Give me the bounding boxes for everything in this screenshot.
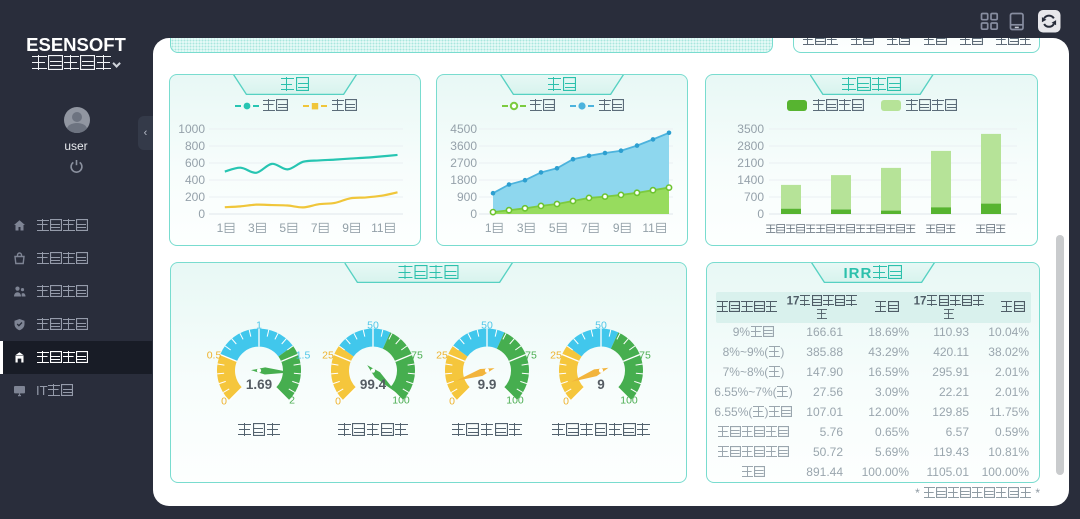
- svg-text:0: 0: [335, 395, 341, 407]
- svg-text:75: 75: [411, 349, 423, 361]
- svg-text:100: 100: [392, 394, 410, 406]
- svg-text:3500: 3500: [737, 122, 764, 136]
- svg-text:2700: 2700: [450, 156, 477, 170]
- svg-text:9: 9: [613, 221, 620, 235]
- svg-text:0: 0: [470, 207, 477, 221]
- svg-text:3600: 3600: [450, 139, 477, 153]
- svg-text:3: 3: [248, 221, 255, 235]
- svg-text:3: 3: [517, 221, 524, 235]
- svg-text:600: 600: [185, 156, 205, 170]
- svg-text:100: 100: [506, 394, 524, 406]
- svg-text:11: 11: [371, 221, 384, 235]
- svg-text:0: 0: [221, 395, 227, 407]
- svg-text:400: 400: [185, 173, 205, 187]
- svg-text:7: 7: [581, 221, 588, 235]
- svg-text:200: 200: [185, 190, 205, 204]
- svg-text:700: 700: [744, 190, 764, 204]
- svg-text:5: 5: [549, 221, 556, 235]
- svg-text:0: 0: [563, 395, 569, 407]
- svg-text:2800: 2800: [737, 139, 764, 153]
- svg-text:1800: 1800: [450, 173, 477, 187]
- svg-text:50: 50: [367, 319, 379, 331]
- svg-text:0: 0: [449, 395, 455, 407]
- svg-text:1000: 1000: [178, 122, 205, 136]
- svg-text:25: 25: [550, 349, 562, 361]
- svg-text:9: 9: [342, 221, 349, 235]
- svg-text:75: 75: [525, 349, 537, 361]
- svg-text:800: 800: [185, 139, 205, 153]
- svg-text:9.9: 9.9: [478, 377, 497, 392]
- svg-text:1.69: 1.69: [246, 377, 272, 392]
- svg-text:25: 25: [322, 349, 334, 361]
- svg-text:0: 0: [198, 207, 205, 221]
- svg-text:1.5: 1.5: [296, 349, 311, 361]
- svg-text:900: 900: [457, 190, 477, 204]
- svg-text:0: 0: [757, 207, 764, 221]
- svg-text:1: 1: [217, 221, 224, 235]
- svg-text:11: 11: [642, 221, 655, 235]
- svg-text:2100: 2100: [737, 156, 764, 170]
- svg-text:1400: 1400: [737, 173, 764, 187]
- svg-text:2: 2: [289, 394, 295, 406]
- svg-text:99.4: 99.4: [360, 377, 387, 392]
- svg-text:1: 1: [485, 221, 492, 235]
- svg-text:75: 75: [639, 349, 651, 361]
- svg-text:0.5: 0.5: [207, 349, 222, 361]
- svg-text:50: 50: [481, 319, 493, 331]
- svg-text:4500: 4500: [450, 122, 477, 136]
- svg-text:9: 9: [597, 377, 605, 392]
- svg-text:7: 7: [311, 221, 318, 235]
- svg-text:1: 1: [256, 319, 262, 331]
- svg-text:25: 25: [436, 349, 448, 361]
- svg-text:50: 50: [595, 319, 607, 331]
- svg-text:100: 100: [620, 394, 638, 406]
- svg-text:5: 5: [279, 221, 286, 235]
